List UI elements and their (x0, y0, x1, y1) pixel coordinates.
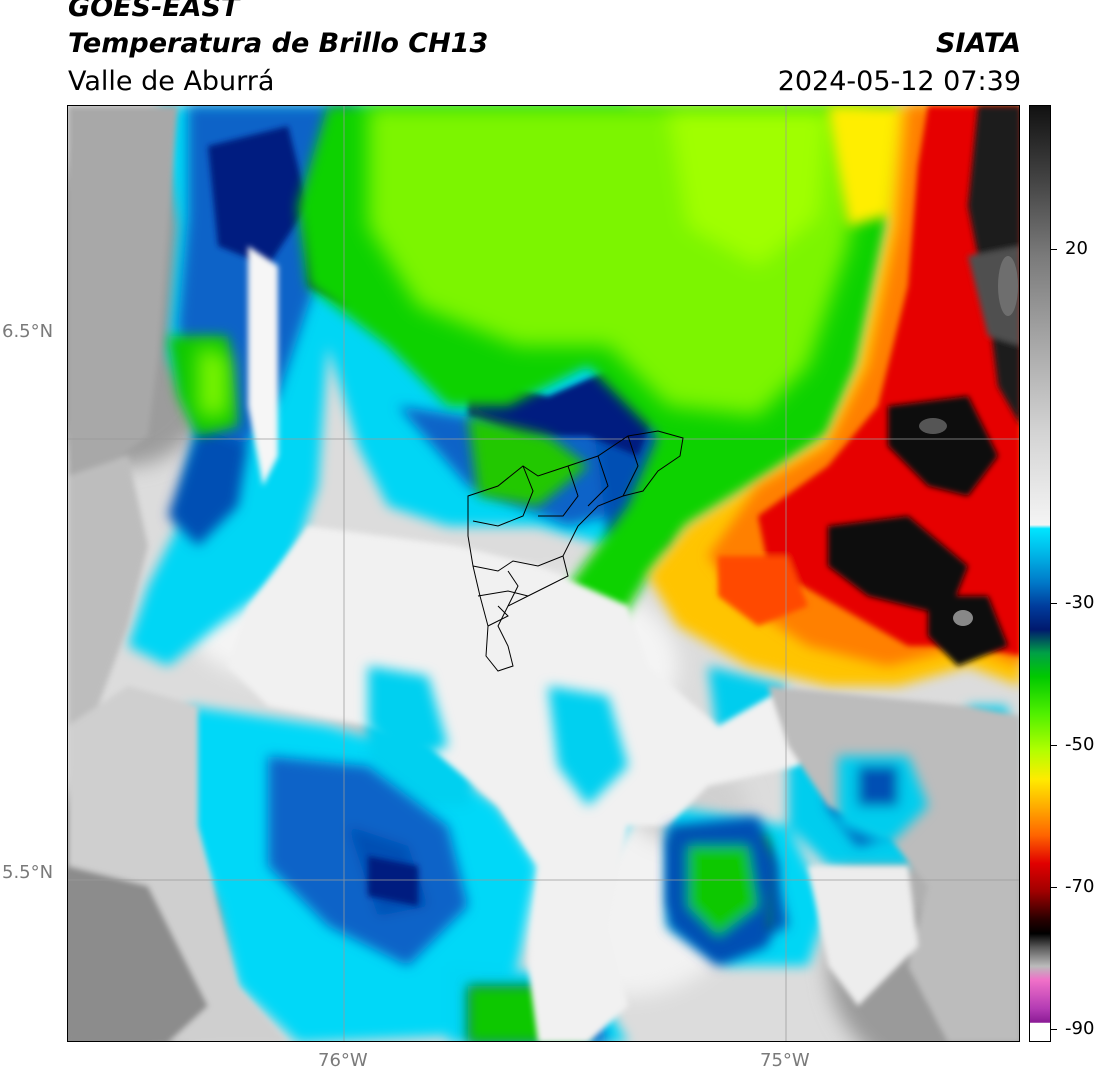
colorbar-label-neg50: -50 (1065, 734, 1094, 755)
colorbar-label-neg30: -30 (1065, 592, 1094, 613)
lat-label-5-5: 5.5°N (2, 862, 54, 883)
colorbar-tick-neg50 (1051, 745, 1057, 746)
graticule (68, 106, 1019, 1041)
colorbar-tick-neg90 (1051, 1029, 1057, 1030)
cloud-top-black (828, 106, 1019, 666)
satellite-name: GOES-EAST (68, 0, 240, 23)
timestamp: 2024-05-12 07:39 (777, 66, 1021, 97)
colorbar (1029, 105, 1051, 1042)
colorbar-tick-neg70 (1051, 887, 1057, 888)
region-name: Valle de Aburrá (68, 66, 275, 97)
colorbar-label-neg70: -70 (1065, 876, 1094, 897)
colorbar-ramp (1030, 106, 1050, 1041)
municipal-boundaries (467, 430, 684, 672)
lat-label-6-5: 6.5°N (2, 321, 54, 342)
brightness-temperature-map (68, 106, 1019, 1041)
cold-spots (919, 256, 1018, 626)
clear-gaps (68, 106, 1019, 1041)
cloud-top-lime (198, 106, 868, 416)
colorbar-label-neg90: -90 (1065, 1018, 1094, 1039)
organization-name: SIATA (935, 28, 1021, 59)
product-title: Temperatura de Brillo CH13 (68, 28, 489, 59)
colorbar-tick-20 (1051, 249, 1057, 250)
colorbar-label-20: 20 (1065, 238, 1088, 259)
colorbar-tick-neg30 (1051, 603, 1057, 604)
lon-label-75w: 75°W (760, 1050, 810, 1071)
map-panel[interactable] (67, 105, 1020, 1042)
cloud-islands (368, 666, 928, 966)
lon-label-76w: 76°W (318, 1050, 368, 1071)
